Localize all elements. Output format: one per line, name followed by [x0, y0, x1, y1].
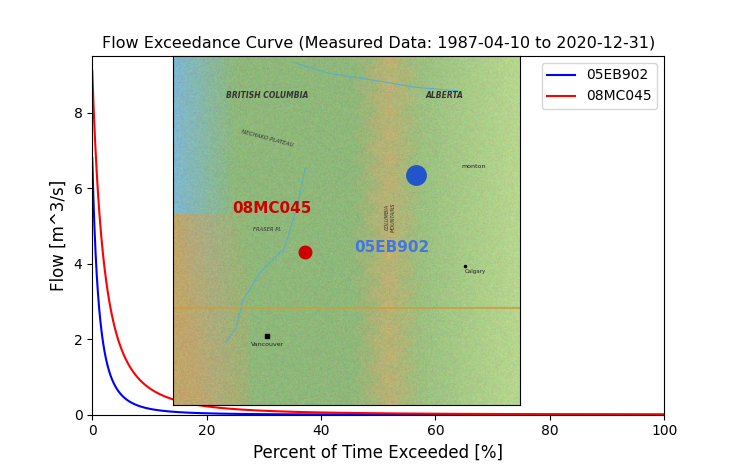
Text: ALBERTA: ALBERTA — [425, 91, 463, 100]
Text: 05EB902: 05EB902 — [354, 240, 429, 254]
05EB902 — [660, 412, 669, 418]
05EB902 — [88, 155, 97, 161]
05EB902 — [460, 412, 469, 418]
05EB902 — [514, 412, 523, 418]
Text: Calgary: Calgary — [465, 268, 486, 274]
05EB902 — [306, 411, 315, 417]
Legend: 05EB902, 08MC045: 05EB902, 08MC045 — [542, 63, 658, 109]
Title: Flow Exceedance Curve (Measured Data: 1987-04-10 to 2020-12-31): Flow Exceedance Curve (Measured Data: 19… — [102, 35, 655, 51]
08MC045 — [460, 411, 469, 417]
08MC045 — [192, 402, 201, 408]
Text: COLUMBIA
MOUNTAINS: COLUMBIA MOUNTAINS — [384, 202, 396, 232]
05EB902 — [558, 412, 567, 418]
Text: 08MC045: 08MC045 — [232, 201, 311, 216]
Text: Vancouver: Vancouver — [250, 342, 283, 347]
Text: FRASER PL: FRASER PL — [253, 226, 281, 232]
Text: monton: monton — [461, 164, 486, 169]
08MC045 — [306, 410, 315, 415]
Y-axis label: Flow [m^3/s]: Flow [m^3/s] — [50, 180, 68, 291]
Text: BRITISH COLUMBIA: BRITISH COLUMBIA — [226, 91, 308, 100]
Text: NECHAKO PLATEAU: NECHAKO PLATEAU — [241, 129, 294, 148]
05EB902 — [431, 412, 440, 418]
Line: 05EB902: 05EB902 — [92, 158, 664, 415]
08MC045 — [558, 411, 567, 417]
05EB902 — [192, 410, 201, 416]
08MC045 — [88, 68, 97, 74]
X-axis label: Percent of Time Exceeded [%]: Percent of Time Exceeded [%] — [253, 444, 503, 462]
08MC045 — [660, 411, 669, 417]
Line: 08MC045: 08MC045 — [92, 71, 664, 414]
08MC045 — [514, 411, 523, 417]
08MC045 — [431, 411, 440, 417]
